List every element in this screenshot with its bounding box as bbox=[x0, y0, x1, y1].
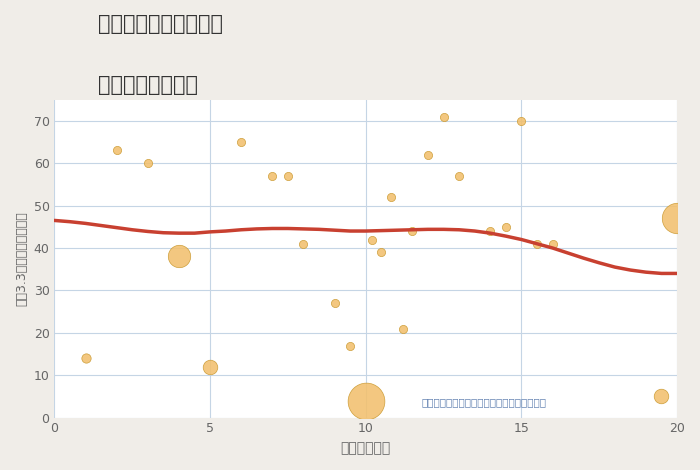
Point bbox=[174, 253, 185, 260]
Point bbox=[385, 193, 396, 201]
Point bbox=[111, 147, 122, 154]
Point bbox=[516, 117, 527, 125]
Point bbox=[204, 363, 216, 370]
Point bbox=[142, 159, 153, 167]
Point bbox=[298, 240, 309, 248]
Point bbox=[376, 249, 387, 256]
Text: 円の大きさは、取引のあった物件面積を示す: 円の大きさは、取引のあった物件面積を示す bbox=[422, 397, 547, 407]
X-axis label: 駅距離（分）: 駅距離（分） bbox=[341, 441, 391, 455]
Point bbox=[484, 227, 496, 235]
Point bbox=[407, 227, 418, 235]
Point bbox=[329, 299, 340, 307]
Text: 駅距離別土地価格: 駅距離別土地価格 bbox=[98, 75, 198, 95]
Point bbox=[531, 240, 542, 248]
Point bbox=[547, 240, 558, 248]
Point bbox=[282, 172, 293, 180]
Point bbox=[398, 325, 409, 332]
Point bbox=[454, 172, 465, 180]
Point bbox=[438, 113, 449, 120]
Point bbox=[267, 172, 278, 180]
Point bbox=[656, 392, 667, 400]
Point bbox=[500, 223, 512, 231]
Text: 愛知県豊田市水源町の: 愛知県豊田市水源町の bbox=[98, 14, 223, 34]
Point bbox=[236, 138, 247, 146]
Y-axis label: 坪（3.3㎡）単価（万円）: 坪（3.3㎡）単価（万円） bbox=[15, 211, 28, 306]
Point bbox=[80, 354, 91, 362]
Point bbox=[366, 236, 377, 243]
Point bbox=[344, 342, 356, 349]
Point bbox=[360, 397, 371, 404]
Point bbox=[422, 151, 433, 158]
Point bbox=[671, 214, 682, 222]
